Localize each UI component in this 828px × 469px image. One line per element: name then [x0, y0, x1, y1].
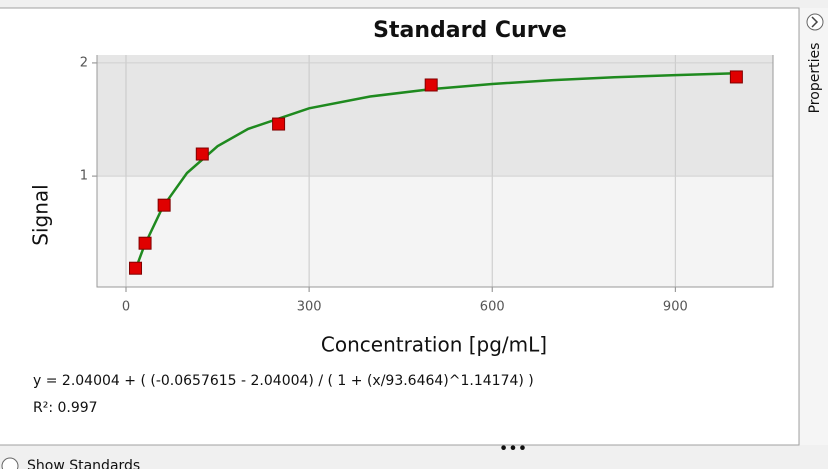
- equation: y = 2.04004 + ( (-0.0657615 - 2.04004) /…: [33, 373, 534, 389]
- show-standards[interactable]: Show Standards: [27, 458, 140, 469]
- chart-title: Standard Curve: [373, 18, 567, 43]
- chevron-icon: [811, 16, 819, 28]
- data-point: [424, 78, 438, 92]
- y-axis-label: Signal: [29, 184, 53, 245]
- y-tick-label: 2: [80, 55, 88, 70]
- plot-frame: [96, 55, 774, 288]
- data-point: [138, 236, 152, 250]
- r-squared: R²: 0.997: [33, 400, 98, 416]
- data-point: [729, 70, 743, 84]
- x-tick-label: 0: [122, 300, 130, 315]
- data-point: [129, 261, 143, 275]
- collapse-button[interactable]: [806, 13, 824, 31]
- x-tick-label: 300: [297, 300, 322, 315]
- data-point: [157, 198, 171, 212]
- properties-tab[interactable]: Properties: [807, 43, 823, 114]
- x-tick-label: 900: [663, 300, 688, 315]
- x-tick-label: 600: [480, 300, 505, 315]
- resize-grip[interactable]: •••: [499, 439, 527, 458]
- data-point: [272, 117, 286, 131]
- x-axis-label: Concentration [pg/mL]: [321, 333, 547, 357]
- side-bar: [800, 8, 828, 445]
- expand-button[interactable]: [1, 457, 19, 469]
- y-tick-label: 1: [80, 169, 88, 184]
- data-point: [195, 147, 209, 161]
